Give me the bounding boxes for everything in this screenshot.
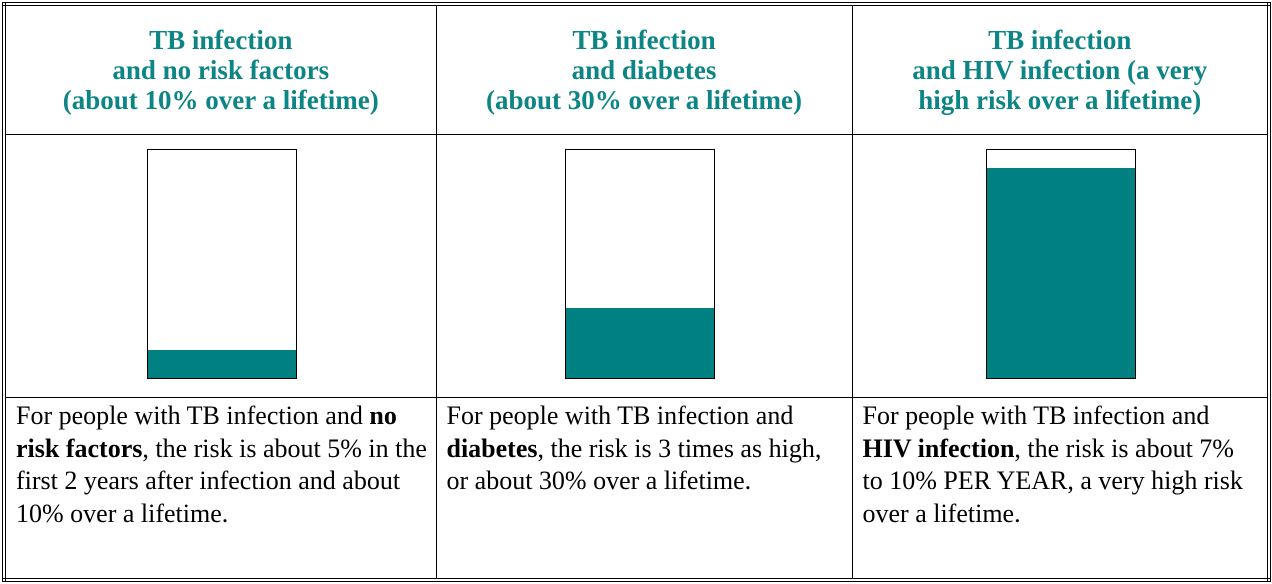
header-line: high risk over a lifetime) (918, 85, 1202, 115)
body-bold: HIV infection (862, 433, 1015, 463)
header-line: TB infection (149, 25, 293, 55)
header-line: TB infection (988, 25, 1132, 55)
graphic-cell (435, 134, 853, 398)
body-cell: For people with TB infection and HIV inf… (851, 397, 1270, 581)
header-line: (about 30% over a lifetime) (486, 85, 802, 115)
body-text: For people with TB infection and (16, 401, 370, 430)
header-line: and diabetes (571, 55, 717, 85)
body-bold: diabetes (446, 433, 538, 463)
body-text: For people with TB infection and (862, 401, 1210, 430)
header-line: (about 10% over a lifetime) (62, 85, 379, 115)
text-row: For people with TB infection and no risk… (3, 397, 1270, 581)
header-line: TB infection (572, 25, 716, 55)
risk-fill (148, 350, 296, 378)
risk-fill (986, 168, 1135, 378)
risk-fill (565, 308, 714, 378)
body-cell: For people with TB infection and no risk… (3, 397, 437, 581)
header-line: and HIV infection (a very (912, 55, 1208, 85)
header-cell: TB infection and HIV infection (a very hig… (851, 3, 1270, 135)
risk-box (147, 149, 297, 379)
header-row: TB infection and no risk factors (about 10… (3, 3, 1270, 135)
body-text: , the risk is 3 times as high, or about … (446, 433, 822, 496)
body-text: , the risk is about 5% in the first 2 ye… (16, 433, 427, 528)
header-cell: TB infection and no risk factors (about 10… (3, 3, 437, 135)
header-cell: TB infection and diabetes (about 30% over … (435, 3, 853, 135)
graphic-row (3, 134, 1270, 398)
risk-box (985, 149, 1136, 379)
header-line: and no risk factors (112, 55, 330, 85)
graphic-cell (851, 134, 1270, 398)
body-text: For people with TB infection and (446, 401, 794, 430)
graphic-cell (3, 134, 437, 398)
body-text: , the risk is about 7% to 10% PER YEAR, … (862, 433, 1243, 528)
risk-box (564, 149, 715, 379)
body-cell: For people with TB infection and diabete… (435, 397, 853, 581)
body-bold: no risk factors (16, 401, 397, 463)
